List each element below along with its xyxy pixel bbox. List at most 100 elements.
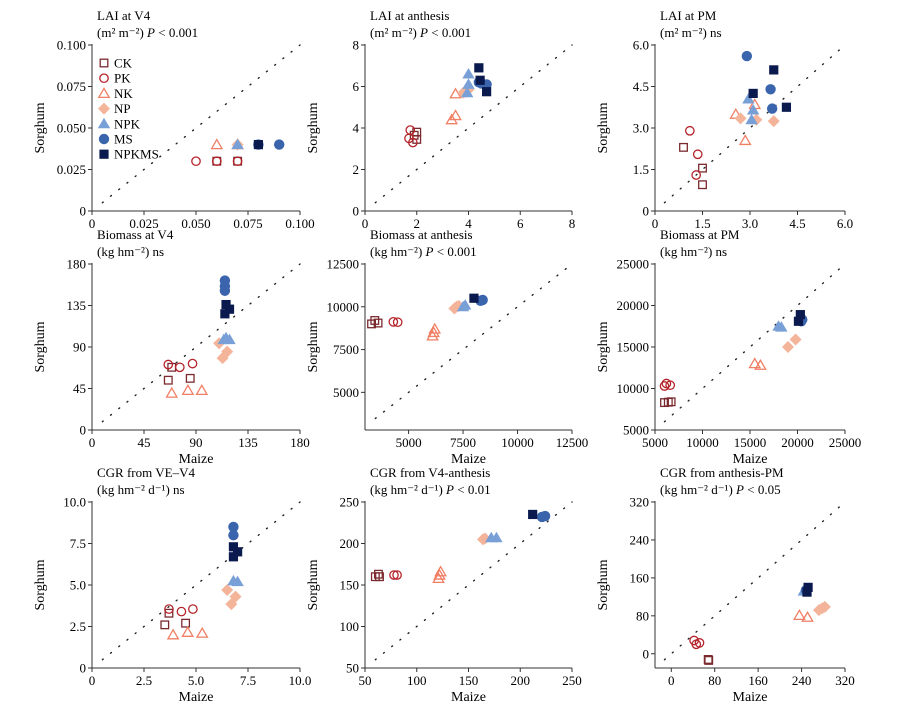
data-point-npkms: [474, 63, 484, 73]
series-npkms: [474, 63, 492, 97]
series-np: [782, 333, 802, 353]
y-tick-label: 0: [643, 646, 650, 661]
data-point-ms: [477, 294, 488, 306]
series-ms: [228, 521, 239, 541]
y-tick-label: 4: [353, 121, 360, 136]
data-point-npk: [231, 575, 244, 587]
data-point-npkms: [528, 509, 538, 520]
p-value: < 0.001: [433, 244, 476, 259]
y-tick-label: 6.0: [633, 38, 649, 53]
data-point-pk: [164, 604, 174, 614]
data-point-pk: [665, 380, 676, 391]
data-point-np: [767, 115, 780, 128]
series-npkms: [802, 582, 813, 597]
unit-text: (kg hm⁻²): [97, 244, 153, 259]
y-tick-label: 100: [340, 619, 360, 634]
x-tick-label: 80: [708, 673, 721, 688]
x-axis-label: Maize: [179, 690, 214, 705]
data-point-ck: [373, 318, 383, 328]
x-tick-label: 10.0: [289, 673, 312, 688]
series-npk: [485, 531, 503, 543]
x-tick-label: 180: [290, 435, 310, 450]
data-point-pk: [691, 170, 702, 180]
series-ms: [536, 510, 551, 523]
x-tick-label: 320: [835, 673, 855, 688]
y-tick-label: 2.5: [70, 619, 86, 634]
series-npkms: [748, 65, 792, 112]
significance-text: ns: [716, 244, 728, 259]
one-to-one-line: [374, 501, 573, 661]
series-npkms: [793, 310, 805, 326]
data-point-npkms: [748, 88, 758, 99]
series-pk: [689, 635, 705, 650]
x-axis-label: Maize: [179, 452, 214, 467]
series-pk: [389, 570, 402, 580]
x-tick-label: 6.0: [837, 216, 853, 231]
data-point-npk: [462, 78, 475, 89]
panel-7: 0 2.5 5.0 7.5 10.0 0 2.5 5.0 7.5 10.0 CGR from VE–…: [33, 465, 311, 705]
x-tick-label: 4: [465, 216, 472, 231]
legend-item-ck: CK: [99, 56, 133, 71]
data-point-pk: [684, 125, 695, 136]
p-value: < 0.05: [744, 482, 781, 497]
x-tick-label: 0.100: [285, 216, 314, 231]
y-axis-label: Sorghum: [33, 102, 48, 153]
data-point-ck: [163, 375, 173, 385]
series-npk: [217, 331, 236, 345]
series-np: [476, 532, 492, 546]
data-point-ms: [539, 510, 551, 522]
data-point-nk: [433, 568, 446, 580]
series-nk: [432, 565, 447, 584]
x-tick-label: 0.075: [233, 216, 262, 231]
x-tick-label: 45: [138, 435, 151, 450]
data-point-pk: [211, 156, 222, 167]
data-point-np: [818, 600, 831, 613]
data-point-npkms: [769, 65, 779, 75]
y-tick-label: 25000: [617, 257, 650, 272]
one-to-one-line: [101, 44, 301, 204]
unit-text: (kg hm⁻² d⁻¹): [660, 482, 736, 497]
one-to-one-line: [663, 263, 846, 423]
y-tick-label: 0: [643, 204, 650, 219]
data-point-ck: [666, 397, 676, 407]
y-tick-label: 0.075: [57, 79, 86, 94]
x-tick-label: 0: [362, 216, 369, 231]
series-pk: [684, 125, 703, 180]
y-tick-label: 0: [80, 661, 87, 676]
legend-item-npk: NPK: [97, 116, 141, 131]
y-tick-label: 7.5: [70, 536, 86, 551]
x-tick-label: 0: [89, 673, 96, 688]
data-point-npk: [742, 92, 755, 104]
panel-unit-significance: (kg hm⁻² d⁻¹) ns: [97, 482, 185, 497]
y-tick-label: 0.100: [57, 38, 86, 53]
significance-text: ns: [153, 244, 165, 259]
x-tick-label: 150: [459, 673, 479, 688]
series-npk: [456, 299, 472, 312]
data-point-npk: [490, 531, 503, 543]
series-np: [734, 112, 780, 128]
data-point-pk: [232, 156, 243, 167]
data-point-npkms: [228, 552, 239, 562]
y-tick-label: 10.0: [63, 495, 86, 510]
y-tick-label: 5.0: [70, 578, 86, 593]
panel-unit-significance: (kg hm⁻²) ns: [660, 244, 727, 259]
legend-item-pk: PK: [99, 71, 131, 86]
series-pk: [388, 316, 403, 328]
series-npkms: [253, 140, 263, 150]
data-point-npkms: [469, 293, 479, 303]
x-tick-label: 250: [562, 673, 582, 688]
legend-marker-npkms: [99, 149, 109, 159]
y-tick-label: 10000: [327, 299, 360, 314]
data-point-npkms: [795, 310, 805, 320]
data-point-npkms: [221, 299, 231, 310]
series-npkms: [528, 509, 538, 520]
p-symbol: P: [735, 482, 744, 497]
y-tick-label: 80: [636, 608, 649, 623]
x-tick-label: 0: [668, 673, 675, 688]
data-point-npkms: [220, 309, 230, 319]
unit-text: (kg hm⁻²): [660, 244, 716, 259]
x-tick-label: 10000: [686, 435, 719, 450]
data-point-np: [782, 341, 794, 353]
